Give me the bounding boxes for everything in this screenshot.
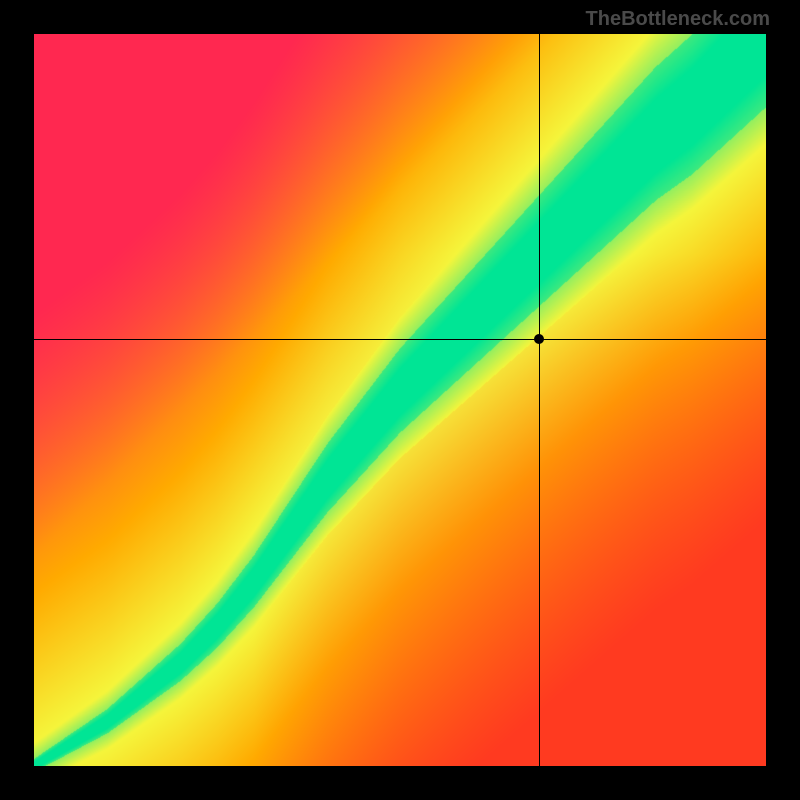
heatmap-canvas [34, 34, 766, 766]
crosshair-vertical-line [539, 34, 540, 766]
crosshair-horizontal-line [34, 339, 766, 340]
heatmap-plot-area [34, 34, 766, 766]
crosshair-marker-dot [534, 334, 544, 344]
watermark-text: TheBottleneck.com [586, 8, 770, 31]
